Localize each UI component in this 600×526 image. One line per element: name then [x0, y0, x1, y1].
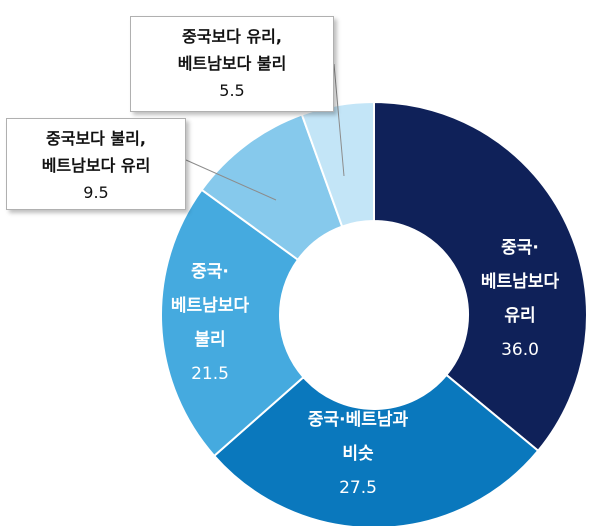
slice-3-value: 21.5	[191, 364, 229, 384]
leader-slice-5	[333, 63, 345, 177]
slice-3	[160, 188, 305, 458]
slice-2-label-line2: 비슷	[342, 444, 374, 464]
callout-slice-4: 중국보다 불리, 베트남보다 유리 9.5	[6, 118, 186, 210]
slice-1-label-line1: 중국·	[501, 238, 539, 258]
slice-3-label-line1: 중국·	[191, 262, 229, 282]
slice-2	[212, 373, 540, 526]
slice-3-label-line3: 불리	[194, 330, 225, 350]
slice-1-label-line3: 유리	[504, 306, 535, 326]
callout-slice-4-line2: 베트남보다 유리	[41, 156, 151, 175]
leader-slice-4	[185, 159, 277, 201]
slice-3-label-line2: 베트남보다	[171, 296, 250, 316]
slice-1	[373, 100, 588, 453]
slice-1-label-line2: 베트남보다	[481, 272, 560, 292]
callout-slice-5-value: 5.5	[219, 81, 245, 100]
callout-slice-4-value: 9.5	[83, 183, 109, 202]
callout-slice-5-line1: 중국보다 유리,	[182, 27, 282, 46]
callout-slice-5-line2: 베트남보다 불리	[177, 54, 287, 73]
callout-slice-4-line1: 중국보다 불리,	[46, 129, 146, 148]
slice-1-value: 36.0	[501, 340, 539, 360]
callout-slice-5: 중국보다 유리, 베트남보다 불리 5.5	[130, 16, 334, 112]
slice-2-label-line1: 중국·베트남과	[308, 410, 409, 430]
slice-2-value: 27.5	[339, 478, 377, 498]
